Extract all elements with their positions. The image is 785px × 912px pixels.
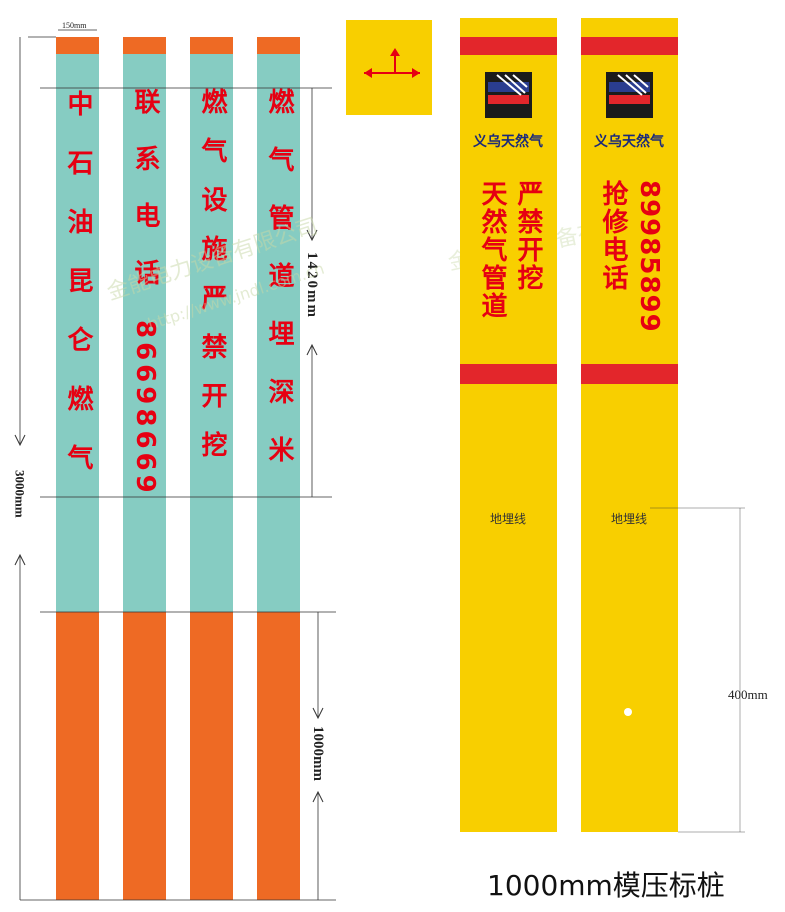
post-cap bbox=[257, 37, 300, 54]
marker-text: 抢修电话 bbox=[598, 179, 629, 292]
logo-band bbox=[609, 95, 650, 104]
post-lower bbox=[56, 612, 99, 900]
dimension-label: 3000mm bbox=[13, 470, 28, 518]
post-upper bbox=[123, 54, 166, 612]
marker-stripe bbox=[581, 364, 678, 384]
post-text: 联系电话 bbox=[130, 88, 160, 316]
marker-stripe bbox=[460, 364, 557, 384]
arrow bbox=[14, 434, 26, 447]
marker-body bbox=[460, 18, 557, 832]
marker-text: 天然气管道 bbox=[477, 180, 508, 320]
logo-stripes bbox=[617, 74, 649, 96]
marker-stripe bbox=[581, 37, 678, 55]
post-cap bbox=[56, 37, 99, 54]
ground-line-label: 地埋线 bbox=[611, 512, 647, 526]
post-upper bbox=[56, 54, 99, 612]
arrow-head bbox=[364, 48, 420, 78]
post-lower bbox=[123, 612, 166, 900]
caption: 1000mm模压标桩 bbox=[487, 869, 725, 902]
marker-hole bbox=[624, 708, 632, 716]
post-phone: 86698669 bbox=[130, 320, 160, 497]
dimension-label: 1420mm bbox=[304, 252, 320, 319]
marker-brand: 义乌天然气 bbox=[473, 133, 543, 150]
arrow bbox=[312, 790, 324, 803]
marker-text: 严禁开挖 bbox=[513, 180, 543, 292]
marker-text: 89985899 bbox=[634, 180, 664, 333]
post-text: 中石油昆仑燃气 bbox=[63, 90, 94, 503]
marker-brand: 义乌天然气 bbox=[594, 133, 664, 150]
ground-line-label: 地埋线 bbox=[490, 512, 526, 526]
arrow bbox=[14, 553, 26, 566]
logo-band bbox=[488, 95, 529, 104]
post-cap bbox=[190, 37, 233, 54]
dimension-label: 1000mm bbox=[310, 726, 326, 781]
logo-stripes bbox=[496, 74, 528, 96]
logo-band bbox=[609, 82, 650, 92]
post-upper bbox=[190, 54, 233, 612]
dimension-label: 400mm bbox=[728, 687, 768, 702]
arrow bbox=[312, 707, 324, 720]
marker-body bbox=[581, 18, 678, 832]
post-upper bbox=[257, 54, 300, 612]
post-cap bbox=[123, 37, 166, 54]
arrow bbox=[306, 343, 318, 356]
direction-sign bbox=[346, 20, 432, 115]
post-text: 燃气设施严禁开挖 bbox=[197, 88, 228, 480]
marker-stripe bbox=[460, 37, 557, 55]
logo-band bbox=[488, 82, 529, 92]
dimension-label: 150mm bbox=[62, 21, 87, 30]
post-text: 燃气管道埋深米 bbox=[264, 88, 295, 494]
arrow bbox=[306, 229, 318, 242]
post-lower bbox=[257, 612, 300, 900]
post-lower bbox=[190, 612, 233, 900]
